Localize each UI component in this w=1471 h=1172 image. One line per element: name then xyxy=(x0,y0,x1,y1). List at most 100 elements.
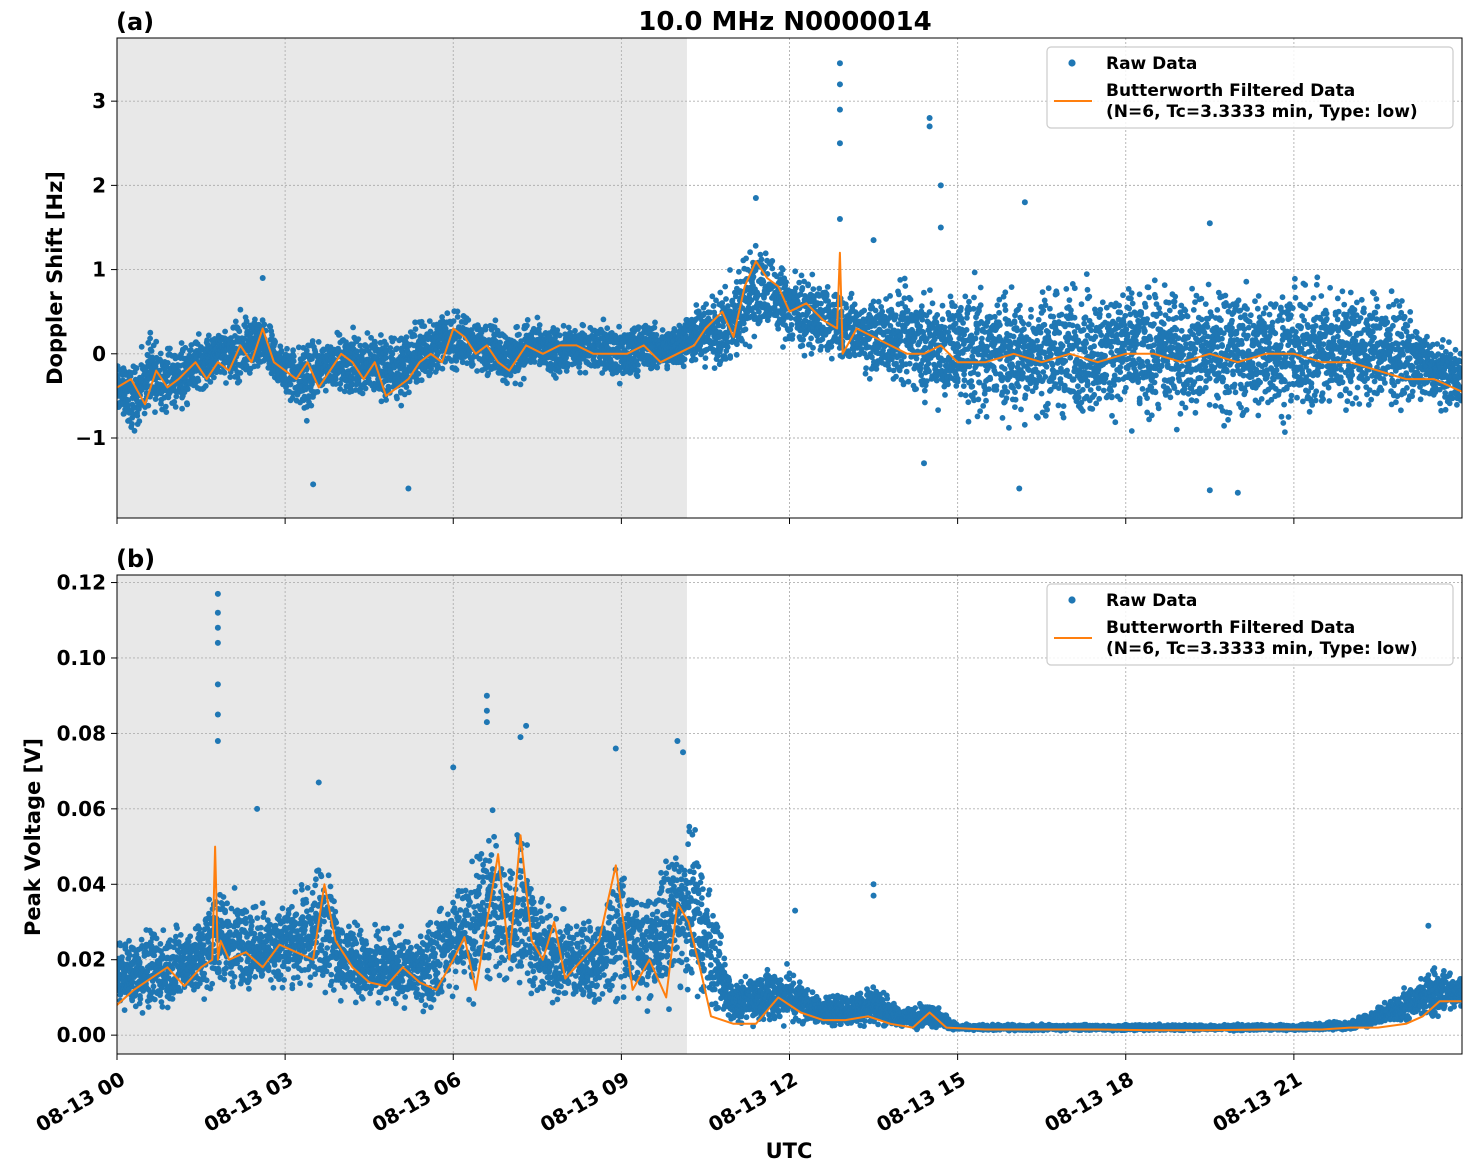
raw-point xyxy=(926,368,932,375)
raw-point xyxy=(1003,395,1010,402)
raw-point xyxy=(243,318,250,325)
raw-point xyxy=(727,355,734,361)
raw-point xyxy=(993,383,1000,389)
raw-point xyxy=(960,320,966,326)
raw-point xyxy=(360,348,367,355)
raw-point xyxy=(147,329,154,336)
raw-point xyxy=(1042,374,1049,380)
raw-point xyxy=(236,328,243,335)
raw-point xyxy=(357,342,364,349)
raw-point xyxy=(966,298,972,305)
raw-point xyxy=(1001,366,1008,372)
raw-point xyxy=(732,293,739,300)
raw-point xyxy=(314,388,321,395)
raw-point xyxy=(983,413,990,420)
raw-point xyxy=(1055,402,1062,409)
raw-point xyxy=(971,294,977,301)
raw-point xyxy=(1020,320,1027,327)
raw-point xyxy=(516,331,522,338)
raw-point xyxy=(823,291,830,298)
raw-point xyxy=(897,337,904,344)
raw-point xyxy=(125,402,131,409)
raw-point xyxy=(1039,289,1046,295)
raw-point xyxy=(1067,354,1074,361)
raw-point xyxy=(954,378,961,385)
raw-point xyxy=(277,343,284,350)
raw-point xyxy=(1075,383,1081,390)
raw-point xyxy=(136,418,143,425)
raw-point xyxy=(906,360,913,367)
raw-point xyxy=(474,368,480,374)
raw-point xyxy=(152,396,159,402)
raw-point xyxy=(893,312,899,319)
raw-point xyxy=(1050,313,1057,320)
raw-point xyxy=(350,324,356,331)
raw-point xyxy=(290,358,297,365)
raw-point xyxy=(1064,367,1070,374)
raw-point xyxy=(378,398,385,405)
raw-point xyxy=(968,378,975,384)
raw-point xyxy=(796,279,803,286)
raw-point xyxy=(387,345,394,351)
raw-point xyxy=(769,265,776,272)
raw-point xyxy=(962,392,969,399)
raw-point xyxy=(1047,305,1053,312)
raw-point xyxy=(965,418,972,425)
raw-point xyxy=(232,318,239,325)
raw-point xyxy=(378,332,384,338)
raw-point xyxy=(1035,414,1041,421)
raw-point xyxy=(303,417,310,424)
raw-point xyxy=(935,407,941,413)
raw-point xyxy=(1053,290,1060,297)
raw-point xyxy=(554,327,561,334)
raw-point xyxy=(465,317,472,323)
raw-point xyxy=(913,386,919,392)
raw-point xyxy=(659,327,666,333)
raw-point xyxy=(246,370,253,376)
raw-point xyxy=(999,415,1006,421)
raw-point xyxy=(412,319,418,326)
raw-point xyxy=(780,344,786,350)
raw-point xyxy=(453,366,460,373)
raw-point xyxy=(799,342,806,349)
raw-point xyxy=(1078,301,1085,308)
raw-point xyxy=(485,370,492,377)
raw-point xyxy=(758,256,765,263)
raw-point xyxy=(942,392,948,398)
raw-point xyxy=(1009,363,1016,369)
raw-point xyxy=(905,378,912,385)
raw-point xyxy=(236,378,243,384)
raw-point xyxy=(427,370,434,376)
raw-point xyxy=(750,273,757,280)
raw-point xyxy=(162,403,169,410)
raw-point xyxy=(163,409,170,415)
raw-point xyxy=(415,371,422,377)
raw-point xyxy=(929,300,936,307)
raw-point xyxy=(435,363,441,370)
raw-point xyxy=(1012,396,1019,403)
raw-point xyxy=(439,365,446,372)
raw-point xyxy=(651,324,658,331)
raw-point xyxy=(167,345,173,352)
raw-point xyxy=(520,375,527,382)
raw-point xyxy=(901,275,908,282)
raw-point xyxy=(971,390,978,396)
raw-point xyxy=(729,297,736,304)
raw-point xyxy=(164,360,171,366)
raw-point xyxy=(284,345,290,352)
raw-point xyxy=(616,380,623,387)
raw-point xyxy=(278,347,285,354)
raw-point xyxy=(261,321,268,328)
raw-point xyxy=(492,317,499,324)
raw-point xyxy=(1018,406,1024,413)
raw-point xyxy=(1041,349,1048,356)
raw-point xyxy=(400,361,407,368)
raw-point xyxy=(1060,403,1067,409)
raw-point xyxy=(237,306,244,313)
raw-point xyxy=(1059,342,1066,349)
raw-point xyxy=(901,353,907,360)
raw-point xyxy=(941,324,948,331)
raw-point xyxy=(828,343,835,350)
raw-point xyxy=(178,340,185,346)
raw-point xyxy=(142,367,149,374)
